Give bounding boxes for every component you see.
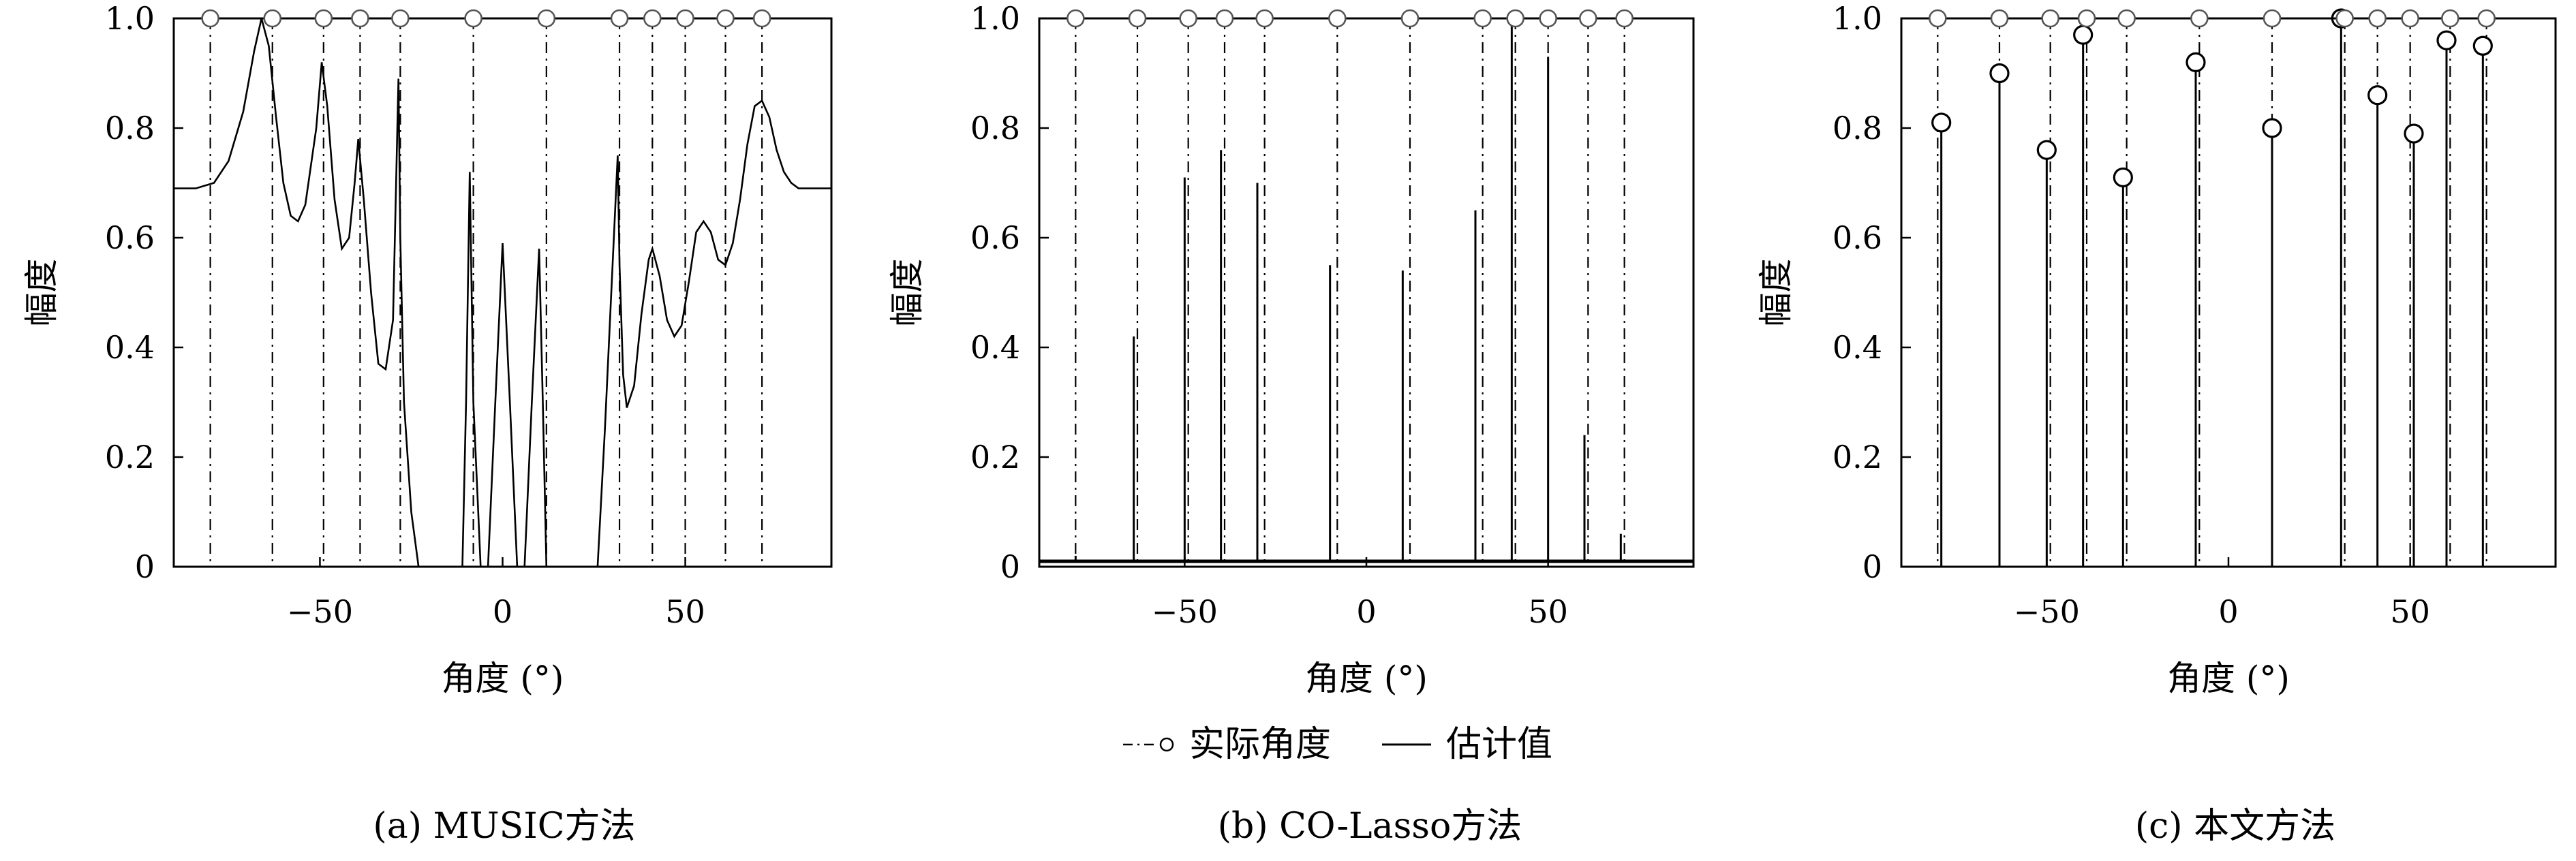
y-tick-label: 0.4: [970, 329, 1020, 366]
y-tick-label: 0.4: [1833, 329, 1882, 366]
x-tick-label: 0: [2218, 593, 2238, 630]
y-tick-label: 0.6: [970, 219, 1020, 256]
estimate-stem-marker: [2404, 123, 2424, 144]
true-angle-marker: [610, 9, 629, 28]
true-angle-marker: [1067, 9, 1085, 28]
panel-caption: (a) MUSIC方法: [373, 806, 635, 847]
estimate-stem-marker: [2113, 167, 2133, 188]
true-angle-marker: [1990, 9, 2009, 28]
estimate-stem-marker: [2186, 52, 2206, 73]
y-axis-title: 幅度: [1756, 259, 1796, 327]
y-tick-label: 0: [1862, 548, 1882, 585]
x-axis-title: 角度 (°): [2167, 659, 2290, 698]
x-tick-label: 50: [2390, 593, 2430, 630]
true-angle-marker: [1255, 9, 1274, 28]
true-angle-marker: [391, 9, 410, 28]
legend-actual-label: 实际角度: [1189, 724, 1331, 765]
true-angle-marker: [1579, 9, 1597, 28]
true-angle-marker: [2190, 9, 2209, 28]
true-angle-marker: [2041, 9, 2059, 28]
y-tick-label: 0.8: [1833, 110, 1882, 146]
true-angle-marker: [1506, 9, 1524, 28]
estimate-stem-marker: [2036, 140, 2057, 160]
estimate-spectrum-line: [174, 18, 831, 567]
panels: −50 0 50 0 0.2 0.4 0.6 0.8 1.0 角度 (°) 幅度 (a) MUSIC方…: [22, 0, 2557, 847]
estimate-stem-marker: [2367, 85, 2388, 106]
x-tick-label: −50: [1152, 593, 1218, 630]
estimate-stem-marker: [2472, 35, 2493, 56]
x-tick-label: 0: [493, 593, 512, 630]
true-angle-marker: [2335, 9, 2354, 28]
panel-caption: (c) 本文方法: [2135, 806, 2335, 847]
y-axis-title: 幅度: [22, 259, 61, 327]
x-axis-title: 角度 (°): [1305, 659, 1428, 698]
y-tick-label: 0.6: [1833, 219, 1882, 256]
true-angle-marker: [1615, 9, 1634, 28]
true-angle-marker: [643, 9, 662, 28]
true-angle-marker: [2401, 9, 2419, 28]
true-angle-marker: [464, 9, 482, 28]
estimate-stem-marker: [2073, 25, 2094, 45]
y-tick-label: 0.6: [105, 219, 155, 256]
true-angle-marker: [201, 9, 219, 28]
panel-caption: (b) CO-Lasso方法: [1218, 806, 1522, 847]
true-angle-marker: [263, 9, 282, 28]
true-angle-marker: [2441, 9, 2459, 28]
y-tick-label: 1.0: [970, 0, 1020, 37]
chart-panel-1: −50 0 50 0 0.2 0.4 0.6 0.8 1.0 角度 (°) 幅度 (a) MUSIC方…: [22, 0, 833, 847]
true-angle-marker: [676, 9, 694, 28]
true-angle-marker: [2117, 9, 2136, 28]
true-angle-marker: [2263, 9, 2282, 28]
true-angle-marker: [351, 9, 369, 28]
x-tick-label: 50: [665, 593, 705, 630]
true-angle-marker: [1179, 9, 1197, 28]
x-axis-title: 角度 (°): [442, 659, 564, 698]
true-angle-marker: [716, 9, 735, 28]
true-angle-marker: [1400, 9, 1420, 28]
x-tick-label: −50: [287, 593, 353, 630]
y-tick-label: 0.8: [970, 110, 1020, 146]
estimate-stem-marker: [2436, 30, 2457, 50]
estimate-stem-marker: [2262, 118, 2282, 138]
true-angle-marker: [537, 9, 556, 28]
legend: 实际角度 估计值: [1123, 724, 1552, 765]
true-angle-marker: [1328, 9, 1347, 28]
y-tick-label: 0.4: [105, 329, 155, 366]
chart-panel-3: −50 0 50 0 0.2 0.4 0.6 0.8 1.0 角度 (°) 幅度 (c) 本文方法: [1756, 0, 2557, 847]
true-angle-marker: [1539, 9, 1557, 28]
y-tick-label: 0: [1000, 548, 1020, 585]
y-tick-label: 0.2: [1833, 439, 1882, 475]
true-angle-marker: [2477, 9, 2496, 28]
estimate-stem-marker: [1931, 112, 1952, 133]
true-angle-marker: [1929, 9, 1947, 28]
y-tick-label: 0.2: [105, 439, 155, 475]
legend-actual-marker: [1159, 737, 1174, 752]
y-tick-label: 0.2: [970, 439, 1020, 475]
legend-estimate-label: 估计值: [1446, 724, 1552, 765]
true-angle-marker: [1128, 9, 1147, 28]
y-tick-label: 1.0: [1833, 0, 1882, 37]
true-angle-marker: [2368, 9, 2387, 28]
x-tick-label: −50: [2014, 593, 2080, 630]
estimate-stem-marker: [1989, 63, 2010, 84]
y-tick-label: 1.0: [105, 0, 155, 37]
x-tick-label: 0: [1356, 593, 1376, 630]
y-tick-label: 0: [135, 548, 155, 585]
true-angle-marker: [1473, 9, 1492, 28]
true-angle-marker: [752, 9, 771, 28]
x-tick-label: 50: [1528, 593, 1568, 630]
chart-panel-2: −50 0 50 0 0.2 0.4 0.6 0.8 1.0 角度 (°) 幅度 (b) CO-Las…: [887, 0, 1695, 847]
true-angle-marker: [314, 9, 333, 28]
true-angle-marker: [2077, 9, 2096, 28]
y-axis-title: 幅度: [887, 259, 927, 327]
true-angle-marker: [1215, 9, 1234, 28]
y-tick-label: 0.8: [105, 110, 155, 146]
